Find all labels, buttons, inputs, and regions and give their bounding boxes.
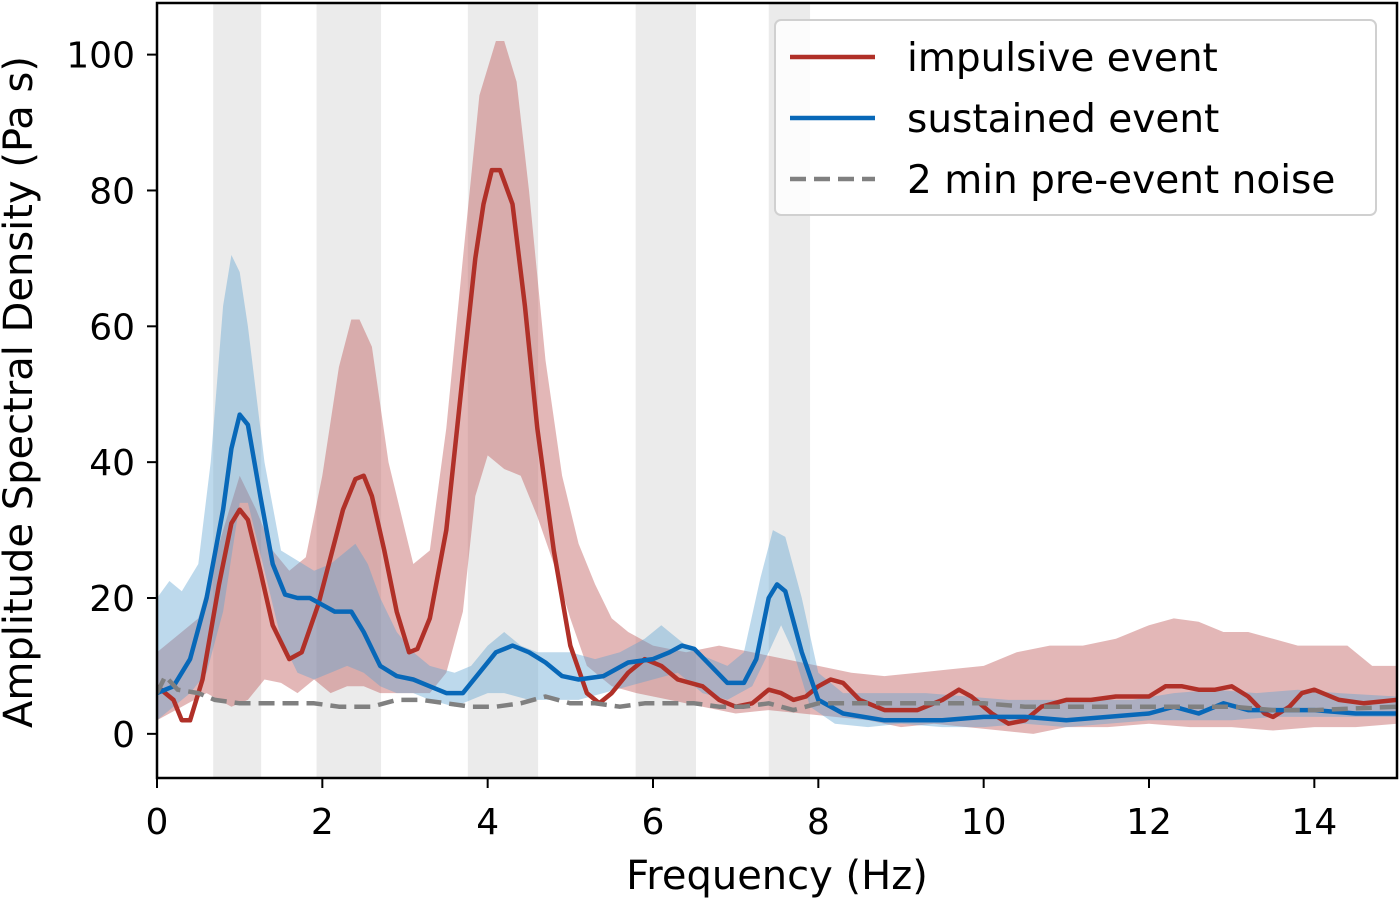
series-lines [157,167,1397,726]
x-tick-label: 2 [311,802,334,843]
x-tick-label: 0 [146,802,169,843]
legend-label: 2 min pre-event noise [907,158,1335,203]
series-line-impulsive [157,167,1397,726]
confidence-fills [157,41,1397,734]
highlight-band [213,3,262,778]
confidence-band-sustained [157,255,1397,728]
legend-box [774,19,1377,216]
legend-label: impulsive event [907,36,1218,81]
y-axis-label: Amplitude Spectral Density (Pa s) [0,56,42,728]
legend: impulsive event sustained event 2 min pre-… [774,19,1377,216]
plot-frame [155,1,1399,780]
y-tick-label: 40 [89,443,135,484]
x-axis: 0 2 4 6 8 10 12 14 [146,778,1337,843]
x-tick-label: 4 [476,802,499,843]
series-line-noise [157,673,1397,713]
series-line-sustained [157,412,1397,723]
x-tick-label: 12 [1126,802,1172,843]
x-tick-label: 14 [1291,802,1337,843]
highlight-bands [213,3,811,778]
x-tick-label: 6 [642,802,665,843]
y-tick-label: 80 [89,171,135,212]
x-tick-label: 8 [807,802,830,843]
y-tick-label: 0 [112,715,135,756]
legend-label: sustained event [907,97,1219,142]
y-axis: 0 20 40 60 80 100 [66,36,157,756]
x-axis-label: Frequency (Hz) [626,853,928,898]
y-tick-label: 60 [89,307,135,348]
y-tick-label: 100 [66,36,135,77]
x-tick-label: 10 [961,802,1007,843]
confidence-band-impulsive [157,41,1397,734]
y-tick-label: 20 [89,579,135,620]
